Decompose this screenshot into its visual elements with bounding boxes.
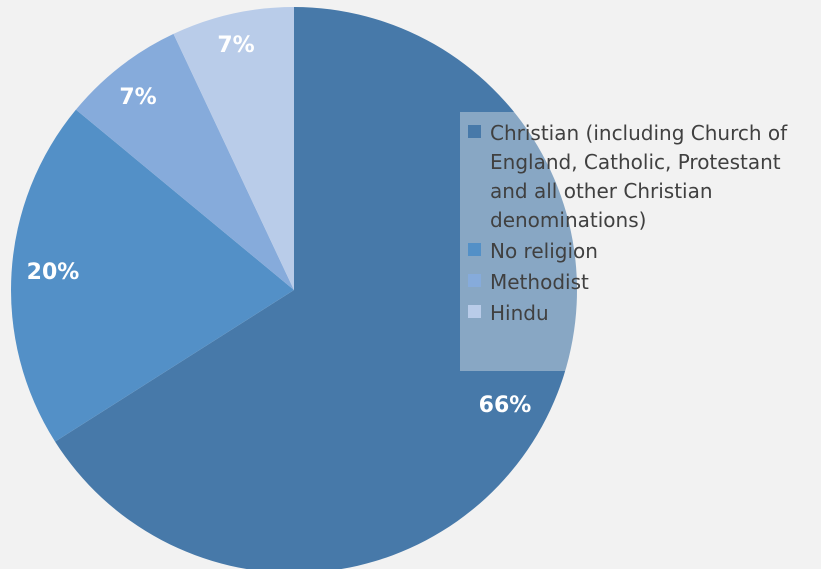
legend-swatch — [468, 305, 481, 318]
chart-legend: Christian (including Church of England, … — [460, 112, 821, 371]
legend-swatch — [468, 125, 481, 138]
slice-value-label: 7% — [217, 33, 254, 58]
pie-slice-3 — [75, 33, 294, 291]
slice-value-label: 66% — [479, 393, 532, 418]
legend-item: Hindu — [468, 299, 813, 328]
legend-label: Hindu — [490, 301, 549, 325]
slice-value-label: 20% — [27, 260, 80, 285]
legend-item: Christian (including Church of England, … — [468, 119, 813, 235]
legend-item: Methodist — [468, 268, 813, 297]
slice-value-label: 7% — [119, 85, 156, 110]
legend-swatch — [468, 274, 481, 287]
legend-label: Christian (including Church of England, … — [490, 121, 788, 232]
legend-label: No religion — [490, 239, 598, 263]
legend-swatch — [468, 243, 481, 256]
legend-label: Methodist — [490, 270, 589, 294]
pie-slice-2 — [11, 109, 295, 442]
pie-slice-1 — [55, 7, 577, 569]
pie-slice-4 — [173, 6, 294, 290]
legend-item: No religion — [468, 237, 813, 266]
